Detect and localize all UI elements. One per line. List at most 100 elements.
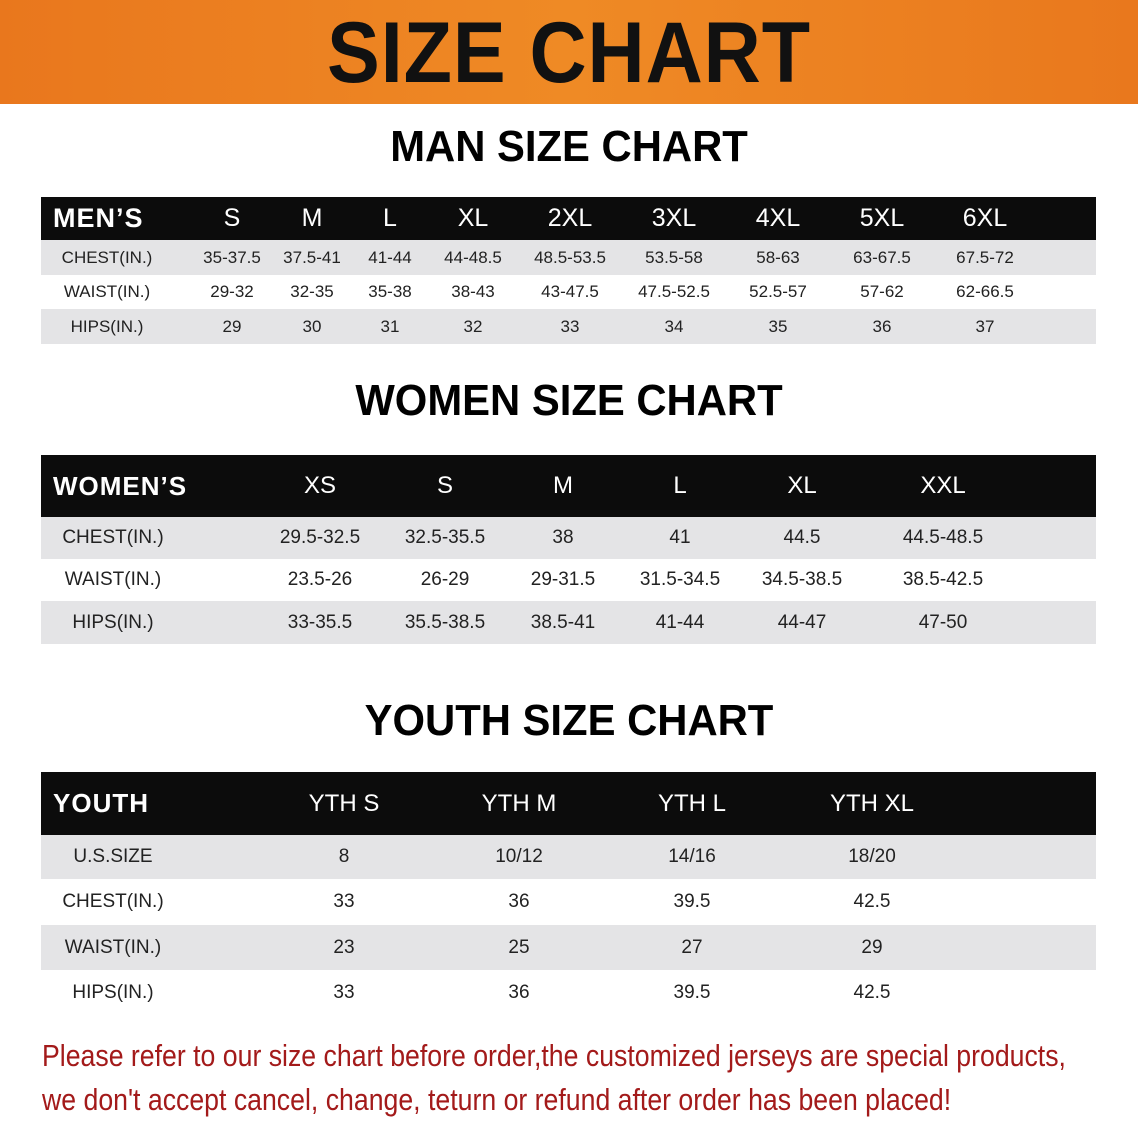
measurement-value: 37	[975, 316, 995, 336]
men-header-label: MEN’S	[53, 203, 144, 233]
youth-size-table: YOUTH YTH S YTH M YTH L YTH XL U.S.SIZE 8 10/12…	[41, 772, 1096, 1015]
measurement-label: WAIST(IN.)	[64, 936, 162, 958]
measurement-value: 41	[669, 527, 691, 548]
men-section-title: MAN SIZE CHART	[390, 122, 748, 171]
measurement-value: 26-29	[420, 569, 470, 590]
measurement-value: 39.5	[673, 981, 711, 1003]
measurement-value: 33	[333, 981, 355, 1003]
notice-line-2: we don't accept cancel, change, teturn o…	[42, 1082, 952, 1117]
measurement-value: 43-47.5	[541, 282, 599, 301]
measurement-value: 44-47	[777, 611, 827, 633]
measurement-value: 44.5-48.5	[902, 527, 984, 548]
table-row: WAIST(IN.) 23.5-26 26-29 29-31.5 31.5-34.5 34…	[41, 559, 1096, 601]
measurement-value: 47-50	[918, 611, 968, 633]
measurement-value: 38.5-41	[530, 611, 596, 633]
size-header: 6XL	[962, 204, 1008, 232]
measurement-value: 36	[508, 981, 530, 1003]
size-header: XL	[457, 204, 489, 232]
measurement-value: 38	[552, 527, 574, 548]
measurement-value: 14/16	[668, 846, 716, 867]
measurement-value: 33	[560, 316, 580, 336]
women-header-row: WOMEN’S XS S M L XL XXL	[41, 455, 1096, 517]
size-header: S	[436, 472, 454, 499]
measurement-value: 37.5-41	[283, 247, 341, 267]
size-header: YTH S	[308, 789, 380, 817]
size-header: S	[223, 204, 241, 232]
measurement-value: 31	[380, 316, 400, 336]
table-row: CHEST(IN.) 29.5-32.5 32.5-35.5 38 41 44.5 44.5…	[41, 517, 1096, 559]
measurement-value: 34	[664, 316, 684, 336]
measurement-value: 35	[768, 316, 788, 336]
measurement-label: CHEST(IN.)	[62, 891, 164, 912]
measurement-value: 33	[333, 891, 355, 912]
size-header: M	[553, 472, 573, 499]
measurement-value: 29.5-32.5	[279, 527, 361, 548]
measurement-value: 62-66.5	[956, 282, 1014, 301]
measurement-label: WAIST(IN.)	[63, 282, 151, 301]
measurement-value: 27	[681, 936, 703, 958]
table-row: CHEST(IN.) 35-37.5 37.5-41 41-44 44-48.5 48.5…	[41, 240, 1096, 275]
measurement-value: 36	[872, 316, 892, 336]
measurement-value: 44.5	[783, 527, 821, 548]
measurement-value: 30	[302, 316, 322, 336]
measurement-value: 36	[508, 891, 530, 912]
size-header: L	[673, 472, 687, 499]
banner-title: SIZE CHART	[327, 5, 811, 101]
measurement-value: 38-43	[451, 282, 495, 301]
measurement-value: 31.5-34.5	[639, 569, 721, 590]
measurement-value: 8	[338, 846, 350, 867]
measurement-value: 47.5-52.5	[638, 282, 710, 301]
measurement-value: 52.5-57	[749, 282, 807, 301]
measurement-label: U.S.SIZE	[73, 846, 153, 867]
measurement-value: 41-44	[368, 247, 412, 267]
measurement-value: 39.5	[673, 891, 711, 912]
table-row: HIPS(IN.) 29 30 31 32 33 34 35 36 37	[41, 309, 1096, 344]
size-header: XS	[303, 472, 337, 499]
measurement-value: 53.5-58	[645, 247, 703, 267]
measurement-value: 32	[463, 316, 483, 336]
measurement-value: 33-35.5	[287, 611, 353, 633]
table-row: U.S.SIZE 8 10/12 14/16 18/20	[41, 835, 1096, 879]
youth-header-row: YOUTH YTH S YTH M YTH L YTH XL	[41, 772, 1096, 835]
measurement-value: 32-35	[290, 282, 334, 301]
notice-line-1: Please refer to our size chart before or…	[42, 1038, 1066, 1073]
measurement-label: CHEST(IN.)	[61, 247, 153, 267]
measurement-value: 32.5-35.5	[404, 527, 486, 548]
size-header: 4XL	[755, 204, 801, 232]
size-header: M	[301, 204, 323, 232]
measurement-value: 34.5-38.5	[761, 569, 843, 590]
women-header-label: WOMEN’S	[53, 470, 188, 501]
measurement-value: 29-32	[210, 282, 254, 301]
men-size-table: MEN’S S M L XL 2XL 3XL 4XL 5XL 6XL CHEST(IN.) 35-37…	[41, 197, 1096, 344]
measurement-value: 25	[508, 936, 530, 958]
size-header: YTH L	[657, 789, 727, 817]
measurement-value: 38.5-42.5	[902, 569, 984, 590]
measurement-value: 48.5-53.5	[534, 247, 606, 267]
measurement-value: 18/20	[848, 846, 896, 867]
women-size-table: WOMEN’S XS S M L XL XXL CHEST(IN.) 29.5-32.5 32.5…	[41, 455, 1096, 644]
measurement-label: CHEST(IN.)	[62, 527, 164, 548]
size-header: 2XL	[547, 204, 593, 232]
measurement-value: 57-62	[860, 282, 904, 301]
measurement-value: 23.5-26	[287, 569, 353, 590]
measurement-value: 58-63	[756, 247, 800, 267]
measurement-value: 67.5-72	[956, 247, 1014, 267]
measurement-value: 42.5	[853, 981, 891, 1003]
women-section-title: WOMEN SIZE CHART	[355, 376, 783, 425]
measurement-label: HIPS(IN.)	[72, 981, 154, 1003]
measurement-value: 41-44	[655, 611, 705, 633]
size-header: YTH XL	[829, 789, 915, 817]
measurement-label: WAIST(IN.)	[64, 569, 162, 590]
measurement-value: 35.5-38.5	[404, 611, 486, 633]
men-header-row: MEN’S S M L XL 2XL 3XL 4XL 5XL 6XL	[41, 197, 1096, 240]
banner: SIZE CHART	[0, 0, 1138, 104]
measurement-value: 63-67.5	[853, 247, 911, 267]
table-row: CHEST(IN.) 33 36 39.5 42.5	[41, 879, 1096, 925]
measurement-value: 23	[333, 936, 355, 958]
table-row: HIPS(IN.) 33-35.5 35.5-38.5 38.5-41 41-44 44-…	[41, 601, 1096, 644]
measurement-value: 29	[861, 936, 883, 958]
measurement-value: 29-31.5	[530, 569, 596, 590]
size-header: 3XL	[651, 204, 697, 232]
table-row: WAIST(IN.) 23 25 27 29	[41, 925, 1096, 970]
measurement-value: 35-38	[368, 282, 412, 301]
